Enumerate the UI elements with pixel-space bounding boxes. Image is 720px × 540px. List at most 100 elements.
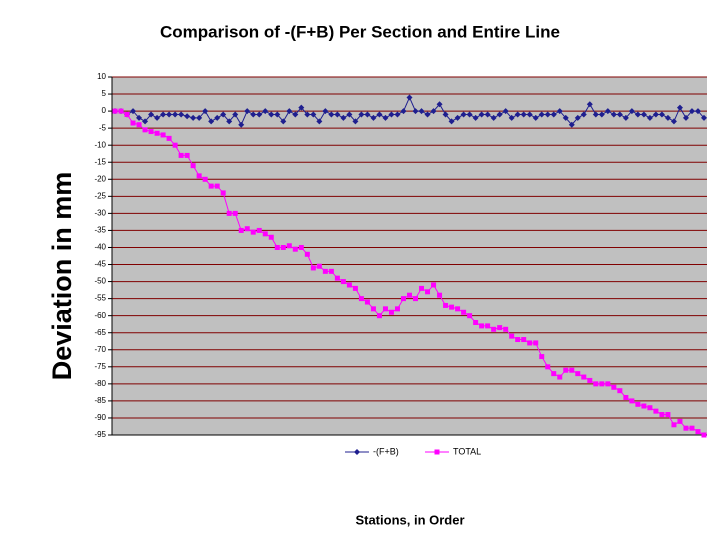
point-marker: [434, 449, 440, 455]
point-marker: [358, 111, 365, 118]
point-marker: [166, 135, 172, 141]
point-marker: [454, 114, 461, 121]
point-marker: [682, 114, 689, 121]
point-marker: [455, 306, 461, 312]
point-marker: [232, 210, 238, 216]
point-marker: [394, 111, 401, 118]
y-tick-label: -25: [94, 191, 106, 200]
y-tick-label: -20: [94, 174, 106, 183]
y-tick-label: -95: [94, 430, 106, 439]
point-marker: [364, 299, 370, 305]
point-marker: [376, 313, 382, 319]
point-marker: [413, 296, 419, 302]
point-marker: [695, 429, 701, 435]
point-marker: [214, 183, 220, 189]
point-marker: [478, 111, 485, 118]
y-tick-label: 10: [97, 72, 106, 81]
point-marker: [599, 381, 605, 387]
point-marker: [154, 130, 160, 136]
y-tick-label: 0: [102, 106, 107, 115]
point-marker: [509, 333, 515, 339]
point-marker: [340, 279, 346, 285]
y-tick-label: -85: [94, 396, 106, 405]
point-marker: [635, 401, 641, 407]
point-marker: [508, 114, 515, 121]
point-marker: [220, 190, 226, 196]
point-marker: [340, 114, 347, 121]
point-marker: [479, 323, 485, 329]
point-marker: [328, 268, 334, 274]
point-marker: [502, 108, 509, 115]
point-marker: [598, 111, 605, 118]
point-marker: [226, 210, 232, 216]
point-marker: [665, 412, 671, 418]
point-marker: [202, 176, 208, 182]
y-tick-label: -15: [94, 157, 106, 166]
y-tick-label: -90: [94, 413, 106, 422]
point-marker: [178, 111, 185, 118]
point-marker: [232, 111, 239, 118]
point-marker: [538, 111, 545, 118]
point-marker: [256, 111, 263, 118]
point-marker: [659, 412, 665, 418]
point-marker: [202, 108, 209, 115]
point-marker: [250, 111, 257, 118]
y-tick-label: -35: [94, 226, 106, 235]
point-marker: [400, 296, 406, 302]
point-marker: [532, 114, 539, 121]
point-marker: [328, 111, 335, 118]
point-marker: [670, 118, 677, 125]
point-marker: [568, 121, 575, 128]
point-marker: [298, 244, 304, 250]
point-marker: [551, 371, 557, 377]
point-marker: [652, 111, 659, 118]
y-tick-label: -10: [94, 140, 106, 149]
point-marker: [268, 111, 275, 118]
y-tick-label: -60: [94, 311, 106, 320]
point-marker: [592, 111, 599, 118]
point-marker: [664, 114, 671, 121]
point-marker: [298, 104, 305, 111]
point-marker: [497, 325, 503, 331]
point-marker: [574, 114, 581, 121]
point-marker: [430, 108, 437, 115]
point-marker: [436, 101, 443, 108]
point-marker: [653, 408, 659, 414]
point-marker: [334, 275, 340, 281]
point-marker: [539, 354, 545, 360]
point-marker: [388, 309, 394, 315]
point-marker: [496, 111, 503, 118]
y-tick-label: 5: [102, 89, 107, 98]
point-marker: [557, 374, 563, 380]
point-marker: [694, 108, 701, 115]
point-marker: [448, 118, 455, 125]
point-marker: [503, 326, 509, 332]
point-marker: [544, 111, 551, 118]
point-marker: [280, 118, 287, 125]
point-marker: [292, 246, 298, 252]
point-marker: [262, 108, 269, 115]
point-marker: [196, 173, 202, 179]
point-marker: [304, 251, 310, 257]
point-marker: [382, 114, 389, 121]
point-marker: [160, 111, 167, 118]
point-marker: [172, 111, 179, 118]
point-marker: [118, 108, 124, 114]
point-marker: [683, 425, 689, 431]
point-marker: [587, 377, 593, 383]
point-marker: [190, 163, 196, 169]
point-marker: [322, 108, 329, 115]
chart-title: Comparison of -(F+B) Per Section and Ent…: [160, 22, 560, 41]
y-tick-label: -70: [94, 345, 106, 354]
point-marker: [286, 243, 292, 249]
point-marker: [262, 231, 268, 237]
point-marker: [244, 226, 250, 232]
point-marker: [274, 111, 281, 118]
legend-label: -(F+B): [373, 446, 399, 456]
point-marker: [580, 111, 587, 118]
point-marker: [310, 265, 316, 271]
point-marker: [641, 403, 647, 409]
point-marker: [238, 227, 244, 233]
point-marker: [676, 104, 683, 111]
point-marker: [112, 108, 118, 114]
